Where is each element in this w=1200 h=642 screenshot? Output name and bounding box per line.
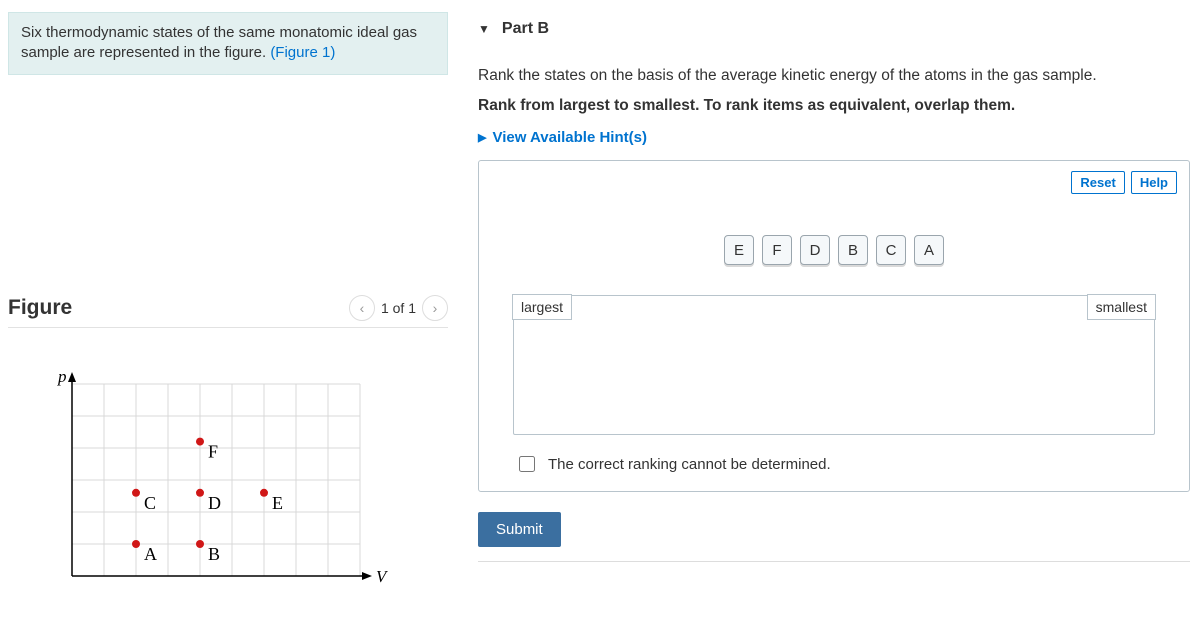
svg-text:D: D xyxy=(208,492,221,512)
pv-diagram: p V A B C D E F xyxy=(48,368,448,612)
rank-item-b[interactable]: B xyxy=(838,235,868,265)
figure-prev-button[interactable]: ‹ xyxy=(349,295,375,321)
question-prompt: Rank the states on the basis of the aver… xyxy=(478,64,1190,87)
intro-text: Six thermodynamic states of the same mon… xyxy=(21,24,417,61)
cannot-determine-checkbox[interactable] xyxy=(519,456,535,472)
caret-right-icon: ▶ xyxy=(478,131,486,144)
pager-text: 1 of 1 xyxy=(381,300,416,316)
part-header[interactable]: ▼ Part B xyxy=(478,12,1190,58)
rank-item-d[interactable]: D xyxy=(800,235,830,265)
problem-intro: Six thermodynamic states of the same mon… xyxy=(8,12,448,75)
view-hints-button[interactable]: ▶ View Available Hint(s) xyxy=(478,129,1190,146)
figure-pager: ‹ 1 of 1 › xyxy=(349,295,448,321)
svg-text:C: C xyxy=(144,492,156,512)
rank-item-c[interactable]: C xyxy=(876,235,906,265)
rank-items-tray: EFDBCA xyxy=(493,235,1175,265)
help-button[interactable]: Help xyxy=(1131,171,1177,194)
part-label: Part B xyxy=(502,20,549,38)
svg-text:F: F xyxy=(208,441,218,461)
zone-label-largest: largest xyxy=(512,294,572,320)
cannot-determine-label: The correct ranking cannot be determined… xyxy=(548,456,831,473)
hints-label: View Available Hint(s) xyxy=(492,129,647,146)
rank-item-f[interactable]: F xyxy=(762,235,792,265)
svg-text:V: V xyxy=(376,567,388,586)
zone-label-smallest: smallest xyxy=(1087,294,1156,320)
figure-title: Figure xyxy=(8,296,349,320)
rank-instruction: Rank from largest to smallest. To rank i… xyxy=(478,97,1190,115)
svg-text:B: B xyxy=(208,544,220,564)
figure-next-button[interactable]: › xyxy=(422,295,448,321)
svg-text:p: p xyxy=(57,368,67,386)
reset-button[interactable]: Reset xyxy=(1071,171,1124,194)
ranking-widget: Reset Help EFDBCA largest smallest The c… xyxy=(478,160,1190,492)
caret-down-icon: ▼ xyxy=(478,22,490,36)
svg-text:E: E xyxy=(272,492,283,512)
svg-text:A: A xyxy=(144,544,157,564)
submit-button[interactable]: Submit xyxy=(478,512,561,547)
rank-item-e[interactable]: E xyxy=(724,235,754,265)
ranking-drop-zone[interactable]: largest smallest xyxy=(513,295,1155,435)
rank-item-a[interactable]: A xyxy=(914,235,944,265)
figure-link[interactable]: (Figure 1) xyxy=(270,44,335,61)
